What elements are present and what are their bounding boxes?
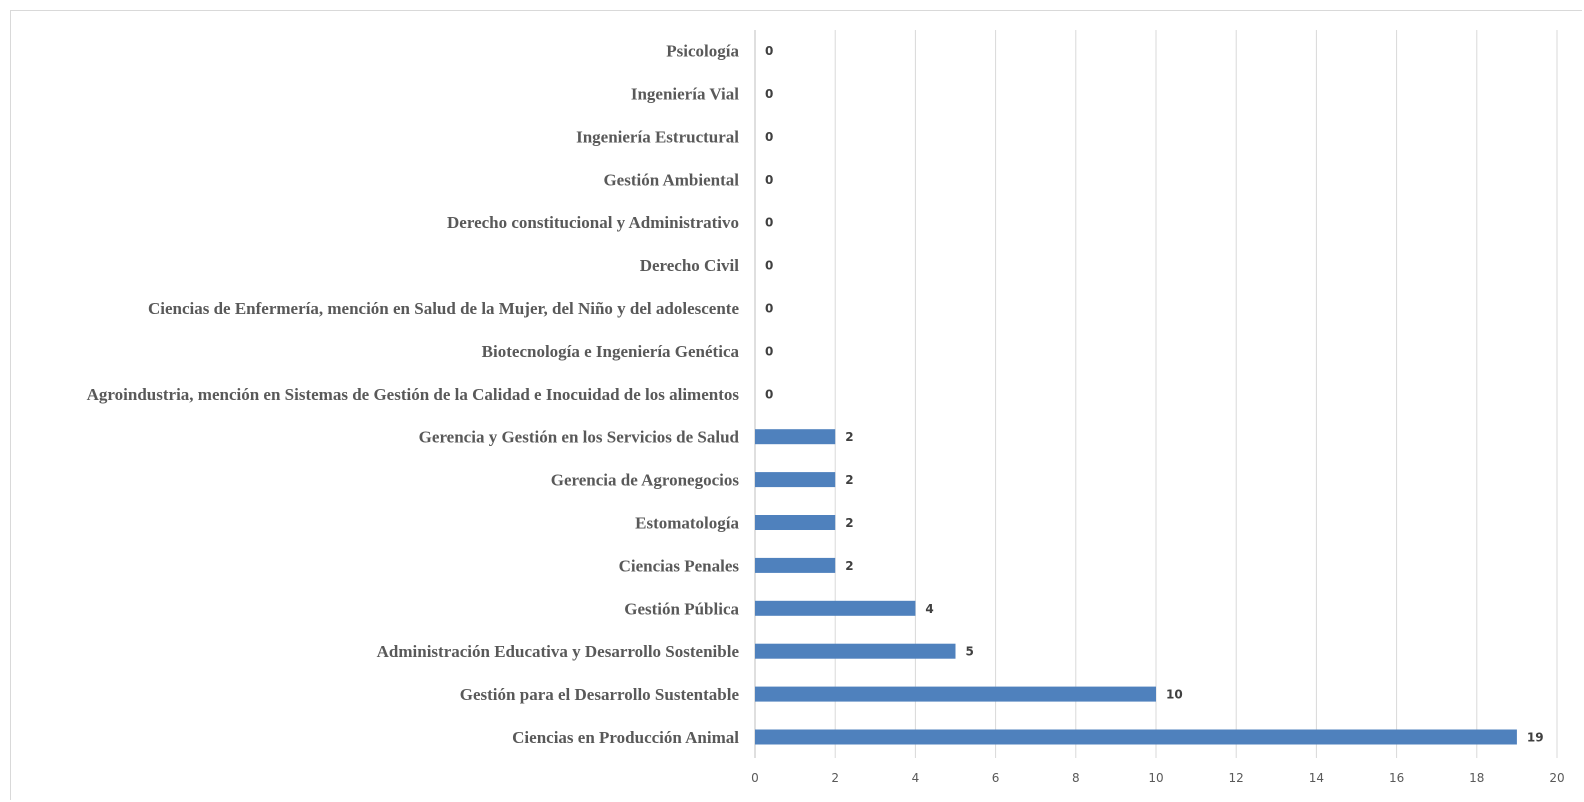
data-label: 0 [765,344,773,358]
category-label: Derecho Civil [640,256,740,275]
x-tick-label: 18 [1469,771,1484,785]
bar [755,557,836,573]
x-tick-label: 12 [1229,771,1244,785]
data-label: 0 [765,387,773,401]
bar [755,729,1517,745]
category-label: Ingeniería Estructural [576,127,739,146]
category-label: Derecho constitucional y Administrativo [447,213,739,232]
category-label: Gestión Ambiental [603,170,739,189]
category-label: Gestión para el Desarrollo Sustentable [460,685,740,704]
category-label: Estomatología [635,514,739,533]
category-label: Ciencias en Producción Animal [512,728,739,747]
x-tick-label: 20 [1549,771,1564,785]
bar [755,643,956,659]
x-tick-label: 2 [831,771,839,785]
x-tick-label: 10 [1148,771,1163,785]
category-label: Agroindustria, mención en Sistemas de Ge… [87,385,740,404]
data-label: 0 [765,259,773,273]
bar [755,429,836,445]
chart-frame [10,10,1582,800]
data-label: 10 [1166,688,1183,702]
category-label: Gerencia y Gestión en los Servicios de S… [419,428,740,447]
data-label: 0 [765,216,773,230]
x-tick-label: 6 [992,771,1000,785]
category-label: Gerencia de Agronegocios [551,471,740,490]
bar [755,472,836,488]
category-label: Administración Educativa y Desarrollo So… [377,642,740,661]
data-label: 0 [765,87,773,101]
category-label: Ciencias Penales [619,556,740,575]
data-label: 5 [966,645,974,659]
bar [755,515,836,530]
data-label: 0 [765,173,773,187]
x-tick-label: 16 [1389,771,1404,785]
data-label: 2 [845,473,853,487]
bar [755,600,916,616]
data-label: 19 [1527,731,1544,745]
x-tick-label: 0 [751,771,759,785]
data-label: 4 [925,602,933,616]
data-label: 2 [845,430,853,444]
x-tick-label: 4 [912,771,920,785]
category-label: Biotecnología e Ingeniería Genética [482,342,740,361]
data-label: 2 [845,516,853,530]
x-tick-label: 8 [1072,771,1080,785]
x-tick-label: 14 [1309,771,1324,785]
category-label: Ciencias de Enfermería, mención en Salud… [148,299,739,318]
data-label: 2 [845,559,853,573]
bar [755,686,1156,702]
category-label: Ingeniería Vial [631,85,739,104]
category-label: Gestión Pública [624,599,739,618]
category-label: Psicología [666,42,739,61]
data-label: 0 [765,130,773,144]
data-label: 0 [765,302,773,316]
data-label: 0 [765,44,773,58]
